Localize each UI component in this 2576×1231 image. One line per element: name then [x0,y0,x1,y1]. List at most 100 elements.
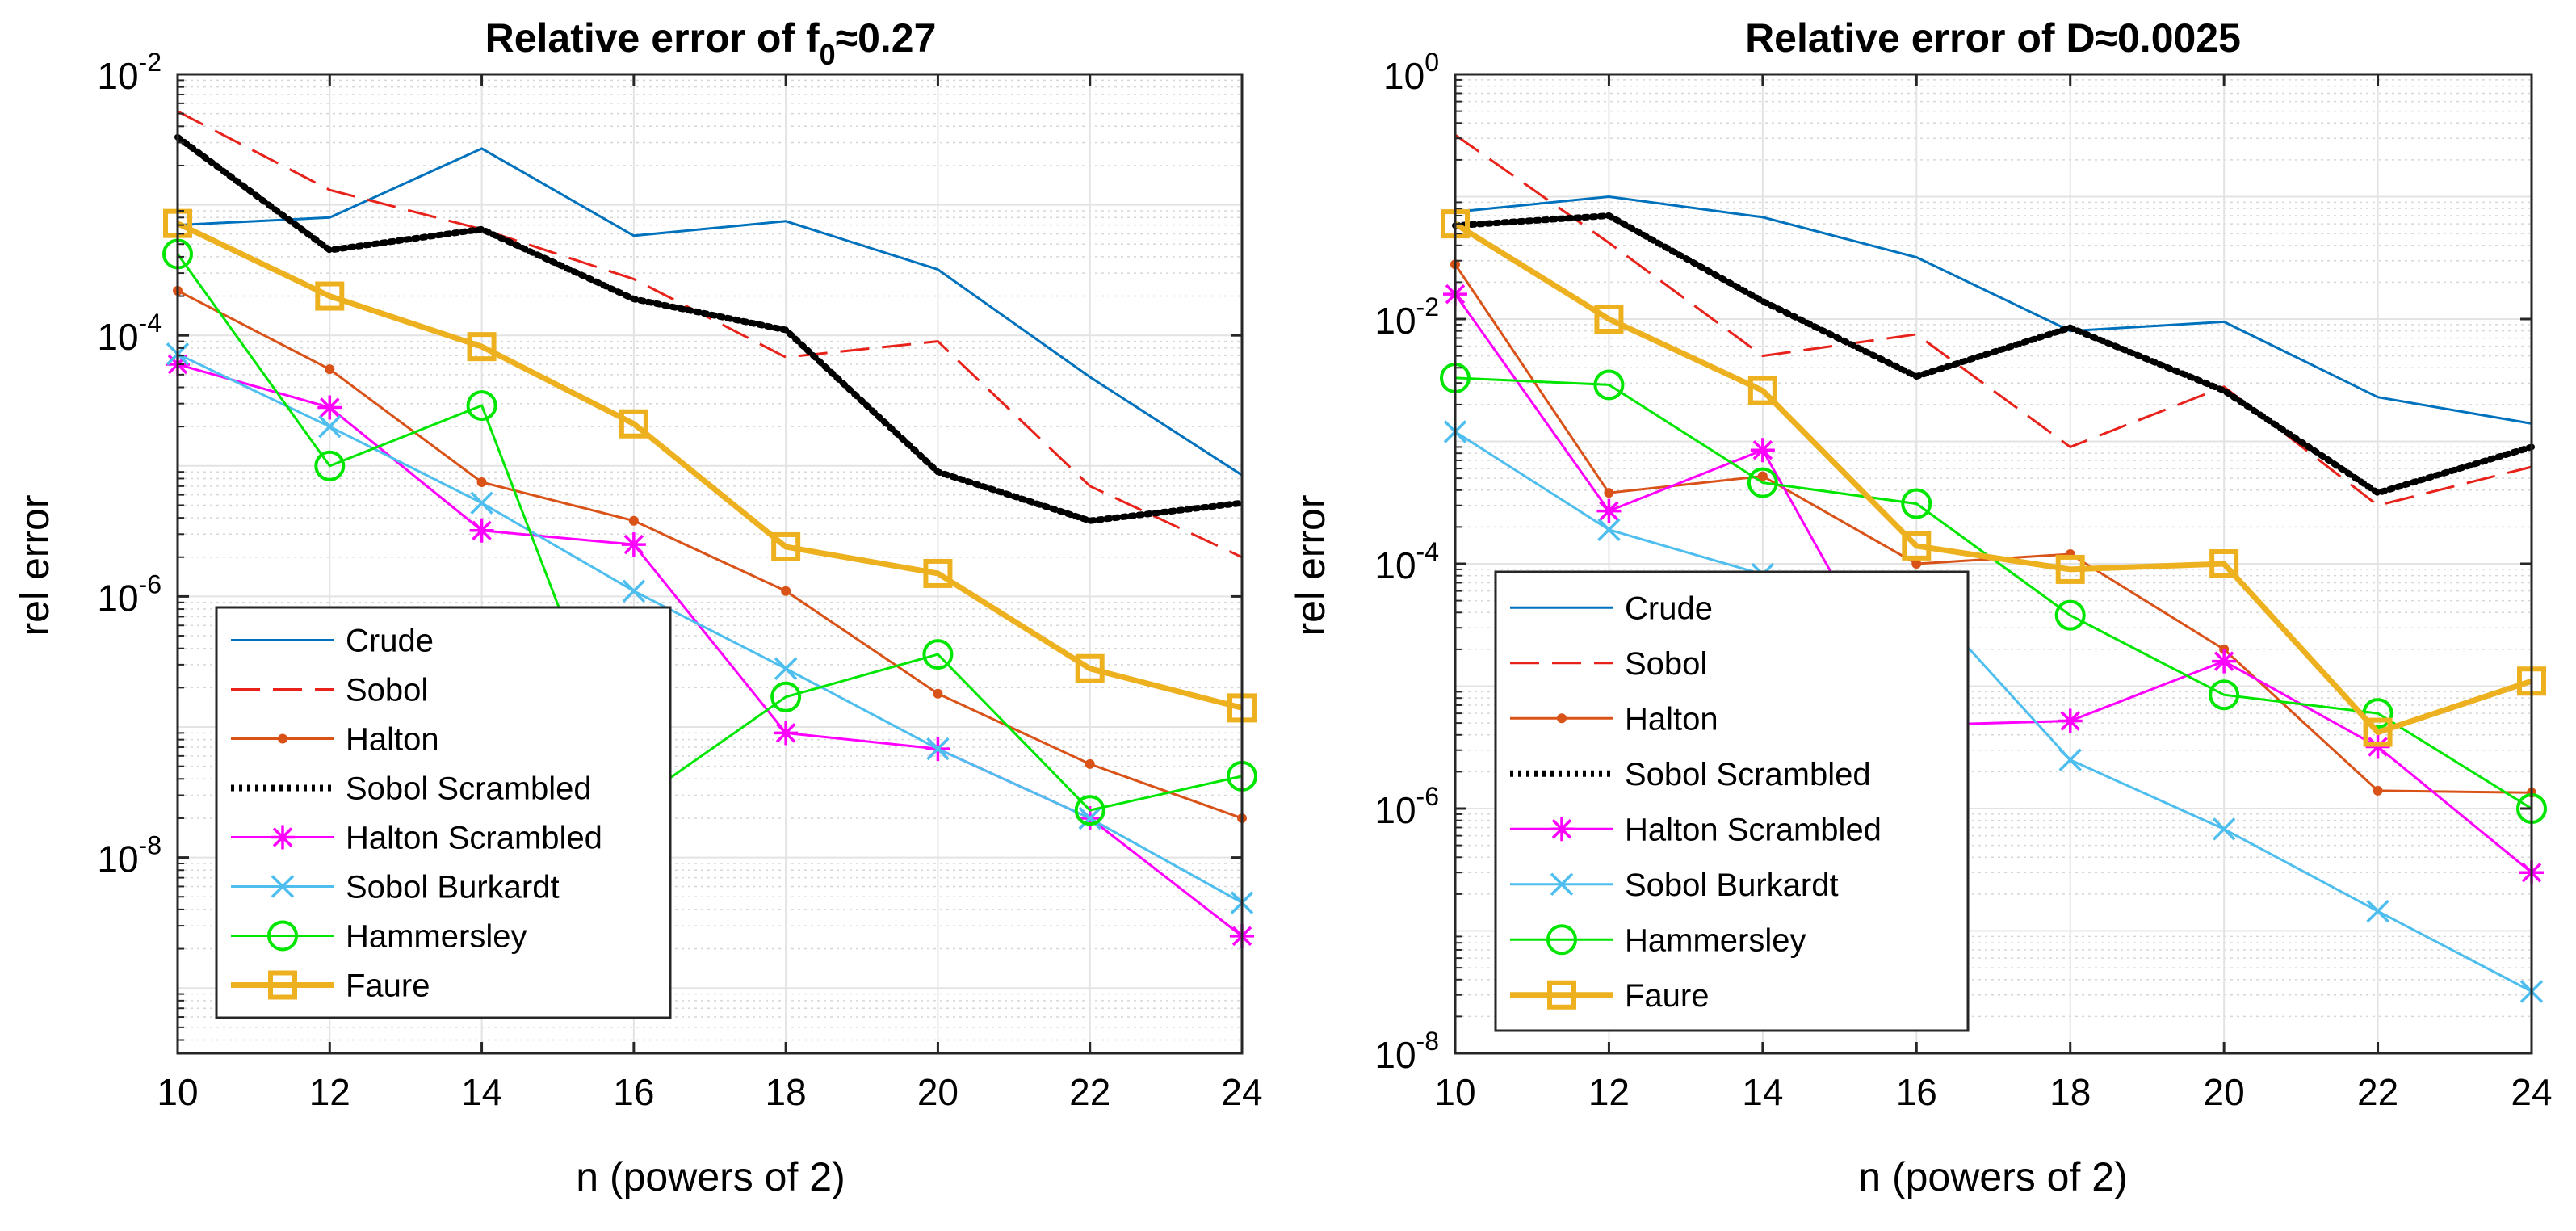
axes-box-left [176,73,1244,1055]
data-point-marker [2055,554,2085,584]
series-sobol-scrambled-left [174,133,1245,524]
legend-item: Sobol Scrambled [231,771,592,807]
data-point-marker [933,688,943,699]
y-tick-label: 10-6 [97,569,162,619]
data-point-marker [469,518,494,543]
data-point-marker [2212,817,2236,841]
data-point-marker [770,681,802,712]
series-line [177,352,1243,904]
legend-label: Halton [346,722,439,758]
data-point-marker [771,531,801,561]
x-tick-label: 20 [2204,1071,2245,1113]
grid-right [1454,74,2532,1054]
x-tick-label: 14 [461,1071,502,1113]
y-ticks-right: 10-8 10-6 10-4 10-2 100 [1374,48,2532,1076]
data-point-marker [1901,488,1932,519]
x-tick-label: 22 [1069,1071,1110,1113]
legend-item: Halton Scrambled [231,821,602,856]
data-point-marker [628,515,639,526]
data-point-marker [923,558,953,588]
data-point-marker [1747,467,1778,498]
data-point-marker [774,721,799,746]
series-sobol-left [177,110,1243,559]
series-crude-left [177,147,1243,477]
data-point-marker [314,450,346,481]
y-tick-label: 10-2 [97,48,162,97]
legend-marker [1547,980,1576,1010]
legend-item: Sobol [1510,646,1707,682]
y-tick-label: 10-2 [1374,292,1439,342]
data-point-marker [1902,531,1932,561]
series-sobol-scrambled-right [1452,212,2535,497]
legend-marker [271,875,295,898]
legend-label: Sobol Burkardt [1625,868,1839,903]
data-point-marker [781,586,791,596]
legend-label: Faure [346,968,430,1004]
data-point-marker [1085,758,1095,769]
x-tick-label: 24 [1221,1071,1262,1113]
x-tick-label: 22 [2357,1071,2398,1113]
data-point-marker [2209,679,2240,711]
legend-label: Faure [1625,978,1710,1014]
x-tick-label: 14 [1742,1071,1783,1113]
legend-marker [1546,924,1577,956]
x-tick-label: 16 [613,1071,654,1113]
data-point-marker [1074,795,1105,826]
legend-item: Halton [1510,701,1718,737]
series-halton-left [173,285,1247,823]
data-point-marker [1911,559,1922,569]
legend-label: Crude [346,624,434,659]
data-point-marker [922,639,954,670]
legend-item: Halton Scrambled [1510,812,1882,847]
legend-item: Crude [1510,590,1713,626]
data-point-marker [467,332,497,362]
legend-label: Sobol Scrambled [1625,757,1871,792]
data-point-marker [1757,471,1768,481]
x-axis-label-left: n (powers of 2) [576,1154,845,1199]
series-line [177,110,1243,559]
data-point-marker [774,657,798,680]
data-point-marker [2212,649,2237,674]
data-point-marker [1596,498,1622,523]
data-point-marker [2058,708,2083,733]
legend-label: Hammersley [346,919,527,955]
x-tick-label: 24 [2511,1071,2552,1113]
legend-label: Sobol [346,673,428,708]
y-ticks-left: 10-8 10-6 10-4 10-2 [97,48,1242,1041]
data-point-marker [476,477,487,487]
data-point-marker [621,532,646,557]
legend-label: Sobol [1625,646,1707,682]
legend-item: Faure [231,968,430,1004]
data-point-marker [1593,369,1625,401]
legend-marker [1557,713,1567,724]
legend-label: Halton [1625,701,1718,737]
legend-marker [267,920,298,952]
y-axis-label-right: rel error [1288,494,1333,636]
series-line [1454,431,2532,993]
x-axis-label-right: n (powers of 2) [1858,1154,2127,1199]
series-layer-left [162,110,1257,948]
legend-marker [278,733,287,744]
x-tick-label: 18 [766,1071,807,1113]
data-point-marker [470,491,493,515]
data-point-marker [317,395,342,420]
chart-left: 10 12 14 16 18 20 22 24 10-8 10-6 10-4 10-2 Relati… [12,15,1263,1199]
series-crude-right [1454,195,2532,425]
series-sobol-right [1454,133,2532,507]
data-point-marker [2054,599,2086,631]
x-tick-label: 18 [2049,1071,2091,1113]
chart-right: 10 12 14 16 18 20 22 24 10-8 10-6 10-4 10-2 100 Rel… [1288,15,2553,1199]
data-point-marker [315,281,345,311]
legend-marker [271,825,295,850]
legend-marker [1550,817,1574,842]
data-point-marker [2366,899,2389,923]
series-line [1454,133,2532,507]
series-line [1452,212,2535,497]
chart-title-right: Relative error of D≈0.0025 [1745,15,2241,61]
data-point-marker [1597,518,1621,542]
data-point-marker [1747,376,1777,405]
chart-title-left: Relative error of f0≈0.27 [485,15,937,71]
legend-label: Crude [1625,590,1713,626]
legend-right: Crude Sobol Halton Sobol Scrambled Halton Sc… [1494,570,1970,1032]
x-tick-label: 12 [309,1071,350,1113]
